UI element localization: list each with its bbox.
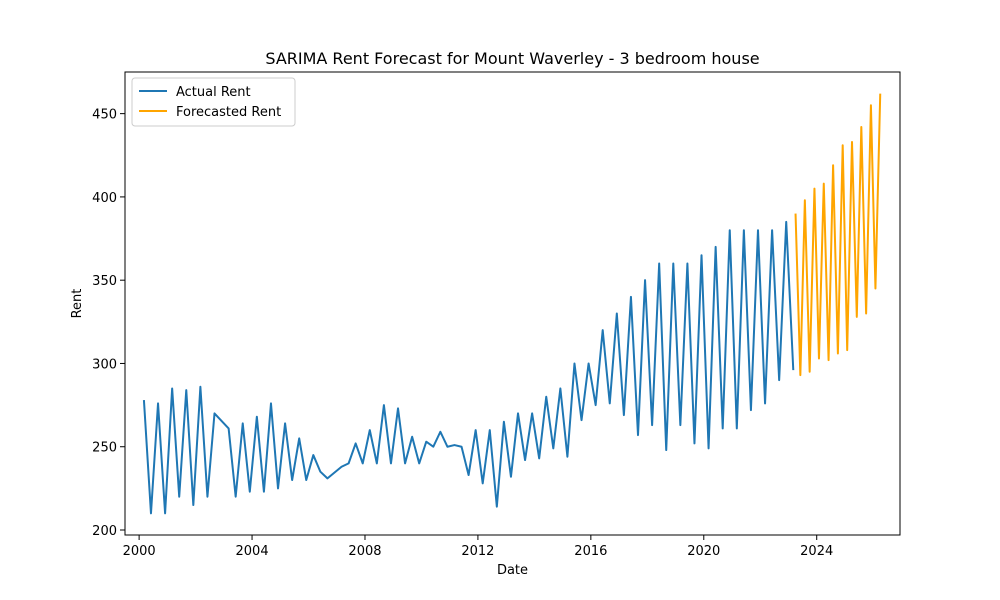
chart-title: SARIMA Rent Forecast for Mount Waverley … <box>265 49 759 68</box>
x-tick-label: 2000 <box>123 544 156 559</box>
y-tick-label: 350 <box>92 274 117 289</box>
x-tick-label: 2012 <box>461 544 494 559</box>
actual-rent-line <box>142 220 795 515</box>
x-tick-label: 2024 <box>800 544 833 559</box>
series-layer <box>142 93 882 515</box>
y-tick-label: 300 <box>92 357 117 372</box>
x-axis: 2000 2004 2008 2012 2016 2020 2024 <box>123 535 833 559</box>
y-tick-label: 450 <box>92 108 117 123</box>
x-tick-label: 2016 <box>574 544 607 559</box>
y-axis: 200 250 300 350 400 450 <box>92 108 125 539</box>
legend-box <box>131 77 296 127</box>
x-tick-label: 2004 <box>236 544 269 559</box>
forecasted-rent-line <box>794 93 882 377</box>
y-axis-label: Rent <box>70 289 85 319</box>
x-tick-label: 2020 <box>687 544 720 559</box>
y-tick-label: 400 <box>92 191 117 206</box>
legend-label-actual: Actual Rent <box>176 85 251 100</box>
y-tick-label: 200 <box>92 524 117 539</box>
x-axis-label: Date <box>497 563 528 578</box>
legend: Actual Rent Forecasted Rent <box>131 77 296 127</box>
legend-label-forecast: Forecasted Rent <box>176 105 281 120</box>
x-tick-label: 2008 <box>348 544 381 559</box>
y-tick-label: 250 <box>92 441 117 456</box>
